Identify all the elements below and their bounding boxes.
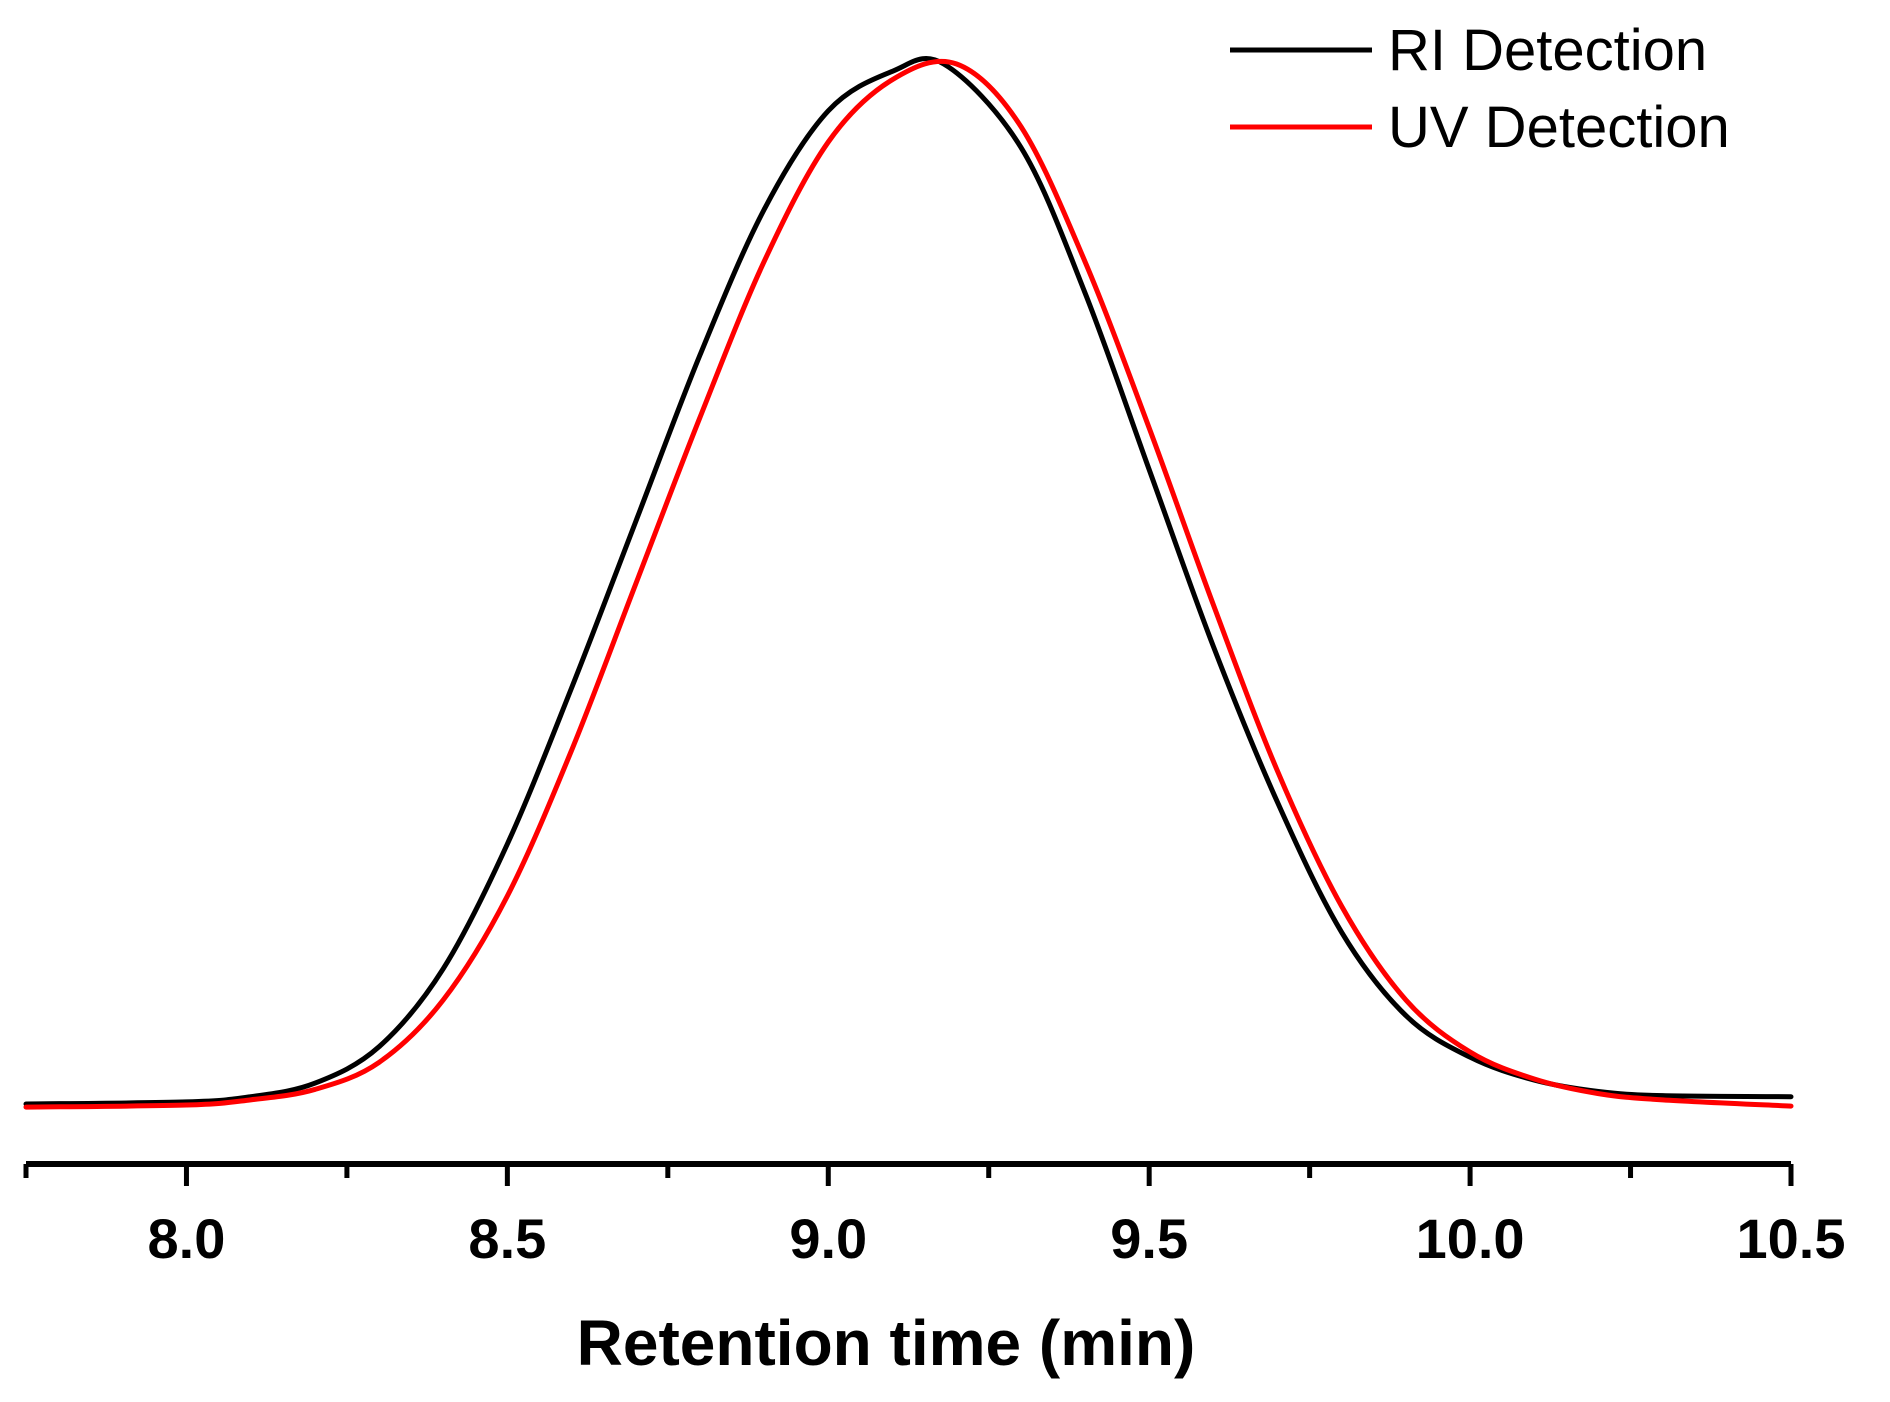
x-axis-ticks [23,1164,1794,1186]
x-tick-label: 8.5 [468,1207,546,1270]
series-line-ri-detection [23,56,1794,1107]
x-tick-label: 10.5 [1737,1207,1846,1270]
series-line-uv-detection [23,58,1794,1110]
x-axis-tick-labels: 8.0 8.5 9.0 9.5 10.0 10.5 [148,1207,1846,1270]
plot-series-group [23,56,1794,1110]
x-axis: 8.0 8.5 9.0 9.5 10.0 10.5 [23,1161,1846,1270]
x-tick-label: 9.0 [789,1207,867,1270]
x-tick-label: 8.0 [148,1207,226,1270]
legend-label: UV Detection [1388,95,1730,160]
x-tick-label: 10.0 [1416,1207,1525,1270]
x-tick-label: 9.5 [1110,1207,1188,1270]
legend: RI Detection UV Detection [1230,18,1730,160]
legend-label: RI Detection [1388,18,1707,83]
x-axis-title: Retention time (min) [577,1307,1196,1379]
